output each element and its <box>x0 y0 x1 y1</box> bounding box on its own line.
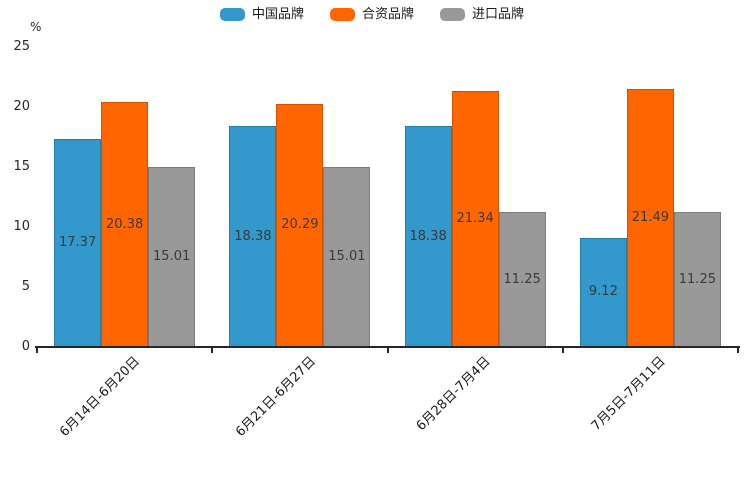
bar-series0-group3 <box>579 237 627 347</box>
bar-series0-group1 <box>229 126 277 347</box>
bar-series0-group0 <box>54 138 102 347</box>
bar-value-label: 9.12 <box>588 284 618 300</box>
legend-item-2: 进口品牌 <box>440 8 524 21</box>
legend-swatch-icon <box>219 8 245 21</box>
bar-series1-group2 <box>451 90 499 347</box>
bar-series2-group3 <box>673 212 721 347</box>
legend-swatch-icon <box>440 8 465 21</box>
bar-series2-group0 <box>148 166 196 347</box>
x-axis-tick <box>737 348 739 353</box>
bar-value-label: 20.38 <box>106 216 144 232</box>
x-axis-tick <box>386 348 389 353</box>
legend-label: 合资品牌 <box>361 7 414 22</box>
y-tick-label: 20 <box>13 99 30 114</box>
bar-series2-group2 <box>498 212 546 347</box>
x-axis-tick <box>211 348 214 353</box>
bar-series2-group1 <box>323 166 371 347</box>
x-axis-tick <box>36 348 38 353</box>
y-tick-label: 10 <box>13 219 30 234</box>
y-tick-label: 5 <box>21 279 30 294</box>
legend-swatch-icon <box>329 8 355 21</box>
bar-value-label: 15.01 <box>153 248 191 264</box>
legend-item-0: 中国品牌 <box>219 7 304 22</box>
y-tick-label: 0 <box>21 339 30 354</box>
bar-value-label: 11.25 <box>503 271 541 287</box>
x-tick-label: 7月5日-7月11日 <box>589 354 669 434</box>
y-tick-label: 25 <box>13 39 30 54</box>
y-axis-unit-label: % <box>30 20 42 34</box>
x-tick-label: 6月21日-6月27日 <box>232 354 319 440</box>
legend-label: 进口品牌 <box>472 7 525 22</box>
bar-value-label: 18.38 <box>409 228 447 244</box>
bar-value-label: 21.49 <box>631 210 669 226</box>
bar-value-label: 20.29 <box>281 217 319 233</box>
bar-series1-group3 <box>626 89 674 347</box>
bar-series1-group0 <box>101 102 149 347</box>
legend-label: 中国品牌 <box>251 7 304 22</box>
x-tick-label: 6月28日-7月4日 <box>413 354 494 434</box>
bar-series0-group2 <box>404 126 452 347</box>
bar-series1-group1 <box>276 103 324 347</box>
bar-value-label: 21.34 <box>456 210 494 226</box>
bar-value-label: 15.01 <box>328 248 366 264</box>
x-tick-label: 6月14日-6月20日 <box>57 354 144 440</box>
y-tick-label: 15 <box>13 159 30 174</box>
chart-legend: 中国品牌 合资品牌 进口品牌 <box>0 8 744 21</box>
legend-item-1: 合资品牌 <box>329 7 414 22</box>
bar-value-label: 18.38 <box>234 228 272 244</box>
bar-value-label: 17.37 <box>59 234 97 250</box>
x-axis-line <box>35 346 740 348</box>
x-axis-tick <box>561 348 564 353</box>
bar-value-label: 11.25 <box>678 271 716 287</box>
